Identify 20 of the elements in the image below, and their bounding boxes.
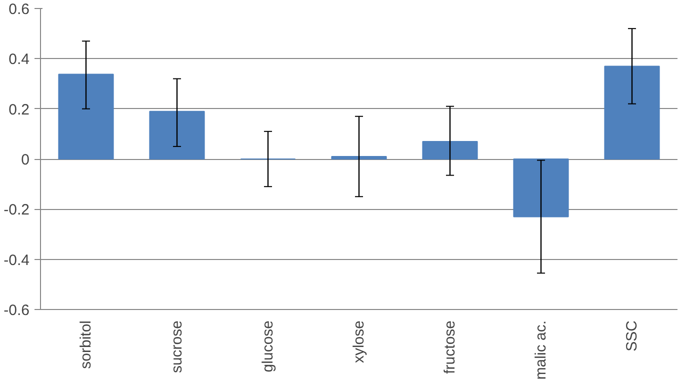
bar [604, 66, 660, 160]
x-tick-label: fructose [442, 320, 458, 374]
x-tick-label: xylose [350, 320, 368, 364]
y-tick-label: 0.2 [8, 101, 30, 118]
y-tick-label: -0.2 [4, 202, 30, 219]
bar [149, 110, 205, 160]
y-tick-label: -0.6 [4, 302, 30, 319]
bar [513, 158, 569, 218]
x-tick-label: sorbitol [78, 320, 94, 369]
x-tick-label: malic ac. [532, 320, 550, 380]
y-tick-label: 0.4 [8, 51, 30, 68]
y-tick-label: 0.6 [8, 1, 30, 18]
x-tick-label: glucose [260, 320, 276, 372]
y-tick-label: -0.4 [4, 252, 30, 269]
x-tick-label: sucrose [168, 320, 186, 374]
bar [58, 74, 114, 160]
y-tick-label: 0 [21, 152, 30, 168]
bar [422, 140, 478, 160]
bar [331, 156, 387, 160]
x-tick-label: SSC [624, 320, 640, 352]
